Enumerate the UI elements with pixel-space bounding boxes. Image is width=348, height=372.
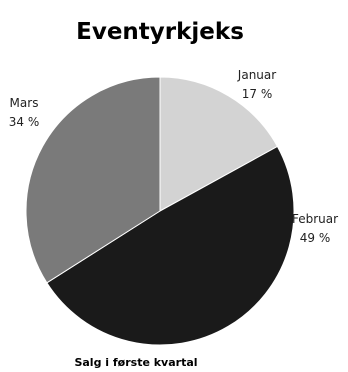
slice-label-name: Februar xyxy=(292,212,338,226)
slice-label-percent: 17 % xyxy=(242,87,273,101)
chart-title: Eventyrkjeks xyxy=(76,19,244,45)
slice-label-name: Mars xyxy=(10,96,39,110)
pie-slice-januar xyxy=(159,76,279,212)
pie-labels: Januar 17 % Februar 49 % Mars 34 % xyxy=(9,68,338,245)
slice-label-percent: 34 % xyxy=(9,115,40,129)
slice-label-name: Januar xyxy=(237,68,276,82)
chart-caption: Salg i første kvartal xyxy=(74,356,197,369)
pie-slice-februar xyxy=(46,145,295,346)
pie-slices xyxy=(25,76,295,346)
pie-slice-mars xyxy=(25,76,161,284)
slice-label-percent: 49 % xyxy=(300,231,331,245)
